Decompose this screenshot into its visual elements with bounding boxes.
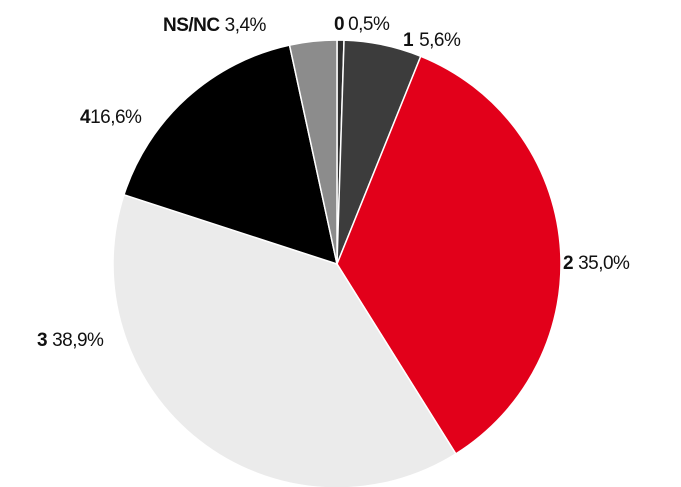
slice-value: 3,4% — [225, 15, 267, 36]
slice-label: 3 38,9% — [37, 330, 104, 351]
slice-label: 0 0,5% — [334, 14, 390, 35]
slice-value: 5,6% — [419, 30, 461, 51]
slice-value: 0,5% — [348, 14, 390, 35]
slice-category: 4 — [80, 107, 91, 128]
slice-value: 38,9% — [52, 330, 104, 351]
slice-label: 2 35,0% — [563, 253, 630, 274]
slice-label: NS/NC 3,4% — [163, 15, 267, 36]
slice-category: 3 — [37, 330, 47, 351]
slice-label: 416,6% — [80, 107, 142, 128]
slice-value: 35,0% — [578, 253, 630, 274]
slice-label: 1 5,6% — [403, 30, 461, 51]
slice-category: 0 — [334, 14, 344, 35]
pie-slice — [123, 44, 339, 266]
slice-category: 1 — [403, 30, 414, 51]
slice-category: 2 — [563, 253, 573, 274]
pie-slice — [336, 55, 562, 455]
pie-slice — [112, 193, 457, 487]
pie-slice — [288, 39, 338, 265]
slice-value: 16,6% — [90, 107, 142, 128]
slice-category: NS/NC — [163, 15, 220, 36]
